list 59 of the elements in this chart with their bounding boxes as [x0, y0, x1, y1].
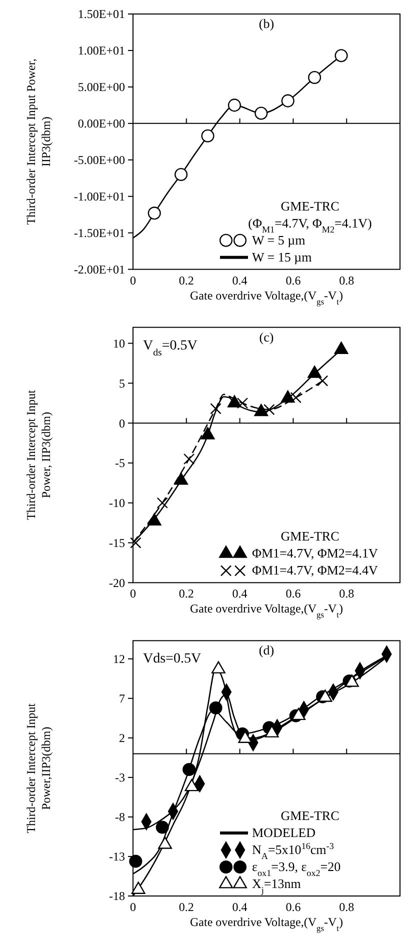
x-tick-label: 0.4 [232, 900, 248, 914]
x-axis-title: Gate overdrive Voltage,(V$_{gs}$-V$_{t}$) [190, 288, 343, 306]
x-tick-label: 0.6 [286, 900, 301, 914]
y-tick-label: -2.00E+01 [74, 262, 125, 277]
annotation: V$_{ds}$=0.5V [143, 338, 198, 358]
y-tick-label: 10 [113, 336, 125, 350]
y-tick-label: -13 [109, 850, 125, 864]
x-tick-label: 0 [130, 586, 136, 601]
text: GME-TRC (Φ$_{M1}$=4.7V, Φ$_{M2}$=4.1V) [248, 198, 372, 234]
x-tick-label: 0.8 [339, 586, 354, 601]
x-tick-label: 0.8 [339, 900, 354, 914]
legend-label: ΦM1=4.7V, ΦM2=4.4V [252, 562, 378, 578]
x-tick-label: 0.4 [232, 586, 248, 601]
legend-label: ε$_{ox1}$=3.9, ε$_{ox2}$=20 [252, 859, 341, 878]
chart-title: (d) [258, 642, 274, 658]
x-tick-label: 0.2 [178, 586, 194, 601]
annotation: Vds=0.5V [143, 652, 202, 667]
y-tick-label: -20 [109, 576, 125, 590]
y-tick-label: -8 [115, 810, 125, 824]
x-tick-label: 0.6 [286, 273, 301, 288]
y-axis-title: Third-order Intercept Input Power, IIP3(dbm) [24, 58, 53, 225]
y-tick-label: 2 [119, 731, 125, 746]
y-tick-label: 0 [119, 416, 125, 430]
x-axis-title: Gate overdrive Voltage,(V$_{gs}$-V$_{t}$) [190, 915, 343, 932]
y-tick-label: 1.50E+01 [78, 7, 125, 22]
legend-label: W = 15 µm [252, 249, 312, 264]
y-tick-label: 1.00E+01 [78, 44, 125, 58]
y-tick-label: -1.50E+01 [74, 226, 125, 240]
y-tick-label: 7 [119, 692, 125, 706]
legend-label: MODELED [252, 825, 316, 840]
y-tick-label: -18 [109, 889, 125, 904]
x-tick-label: 0 [130, 900, 136, 914]
y-axis-title: Third-order Intercept Input Power, IIP3(dbm) [24, 389, 53, 520]
x-tick-label: 0.6 [286, 586, 301, 601]
legend-label: ΦM1=4.7V, ΦM2=4.1V [252, 546, 378, 561]
x-tick-label: 0.8 [339, 273, 354, 288]
y-tick-label: -10 [109, 496, 125, 510]
legend-label: W = 5 µm [252, 232, 306, 248]
y-tick-label: 0.00E+00 [78, 116, 125, 131]
legend-title: GME-TRC [280, 808, 340, 823]
x-axis-title: Gate overdrive Voltage,(V$_{gs}$-V$_{t}$) [190, 602, 343, 620]
x-tick-label: 0.4 [232, 273, 248, 288]
x-tick-label: 0.2 [178, 273, 194, 288]
y-tick-label: 5.00E+00 [78, 80, 125, 94]
y-tick-label: -1.00E+01 [74, 190, 125, 204]
legend-label: X$_{j}$=13nm [252, 876, 301, 895]
y-tick-label: 5 [119, 376, 125, 390]
y-tick-label: -15 [109, 536, 125, 550]
y-axis-title: Third-order Intercept Input Power,IIP3(dbm) [24, 702, 53, 834]
legend-title: GME-TRC [280, 528, 340, 544]
x-tick-label: 0 [130, 273, 136, 288]
legend-label: N$_{A}$=5x10$^{16}$cm$^{-3}$ [252, 841, 334, 861]
y-tick-label: -5 [115, 456, 125, 470]
y-tick-label: -3 [115, 770, 125, 785]
chart-title: (c) [259, 329, 274, 344]
y-tick-label: 12 [113, 652, 125, 666]
chart-title: (b) [258, 16, 274, 31]
x-tick-label: 0.2 [178, 900, 194, 914]
y-tick-label: -5.00E+00 [74, 153, 125, 168]
